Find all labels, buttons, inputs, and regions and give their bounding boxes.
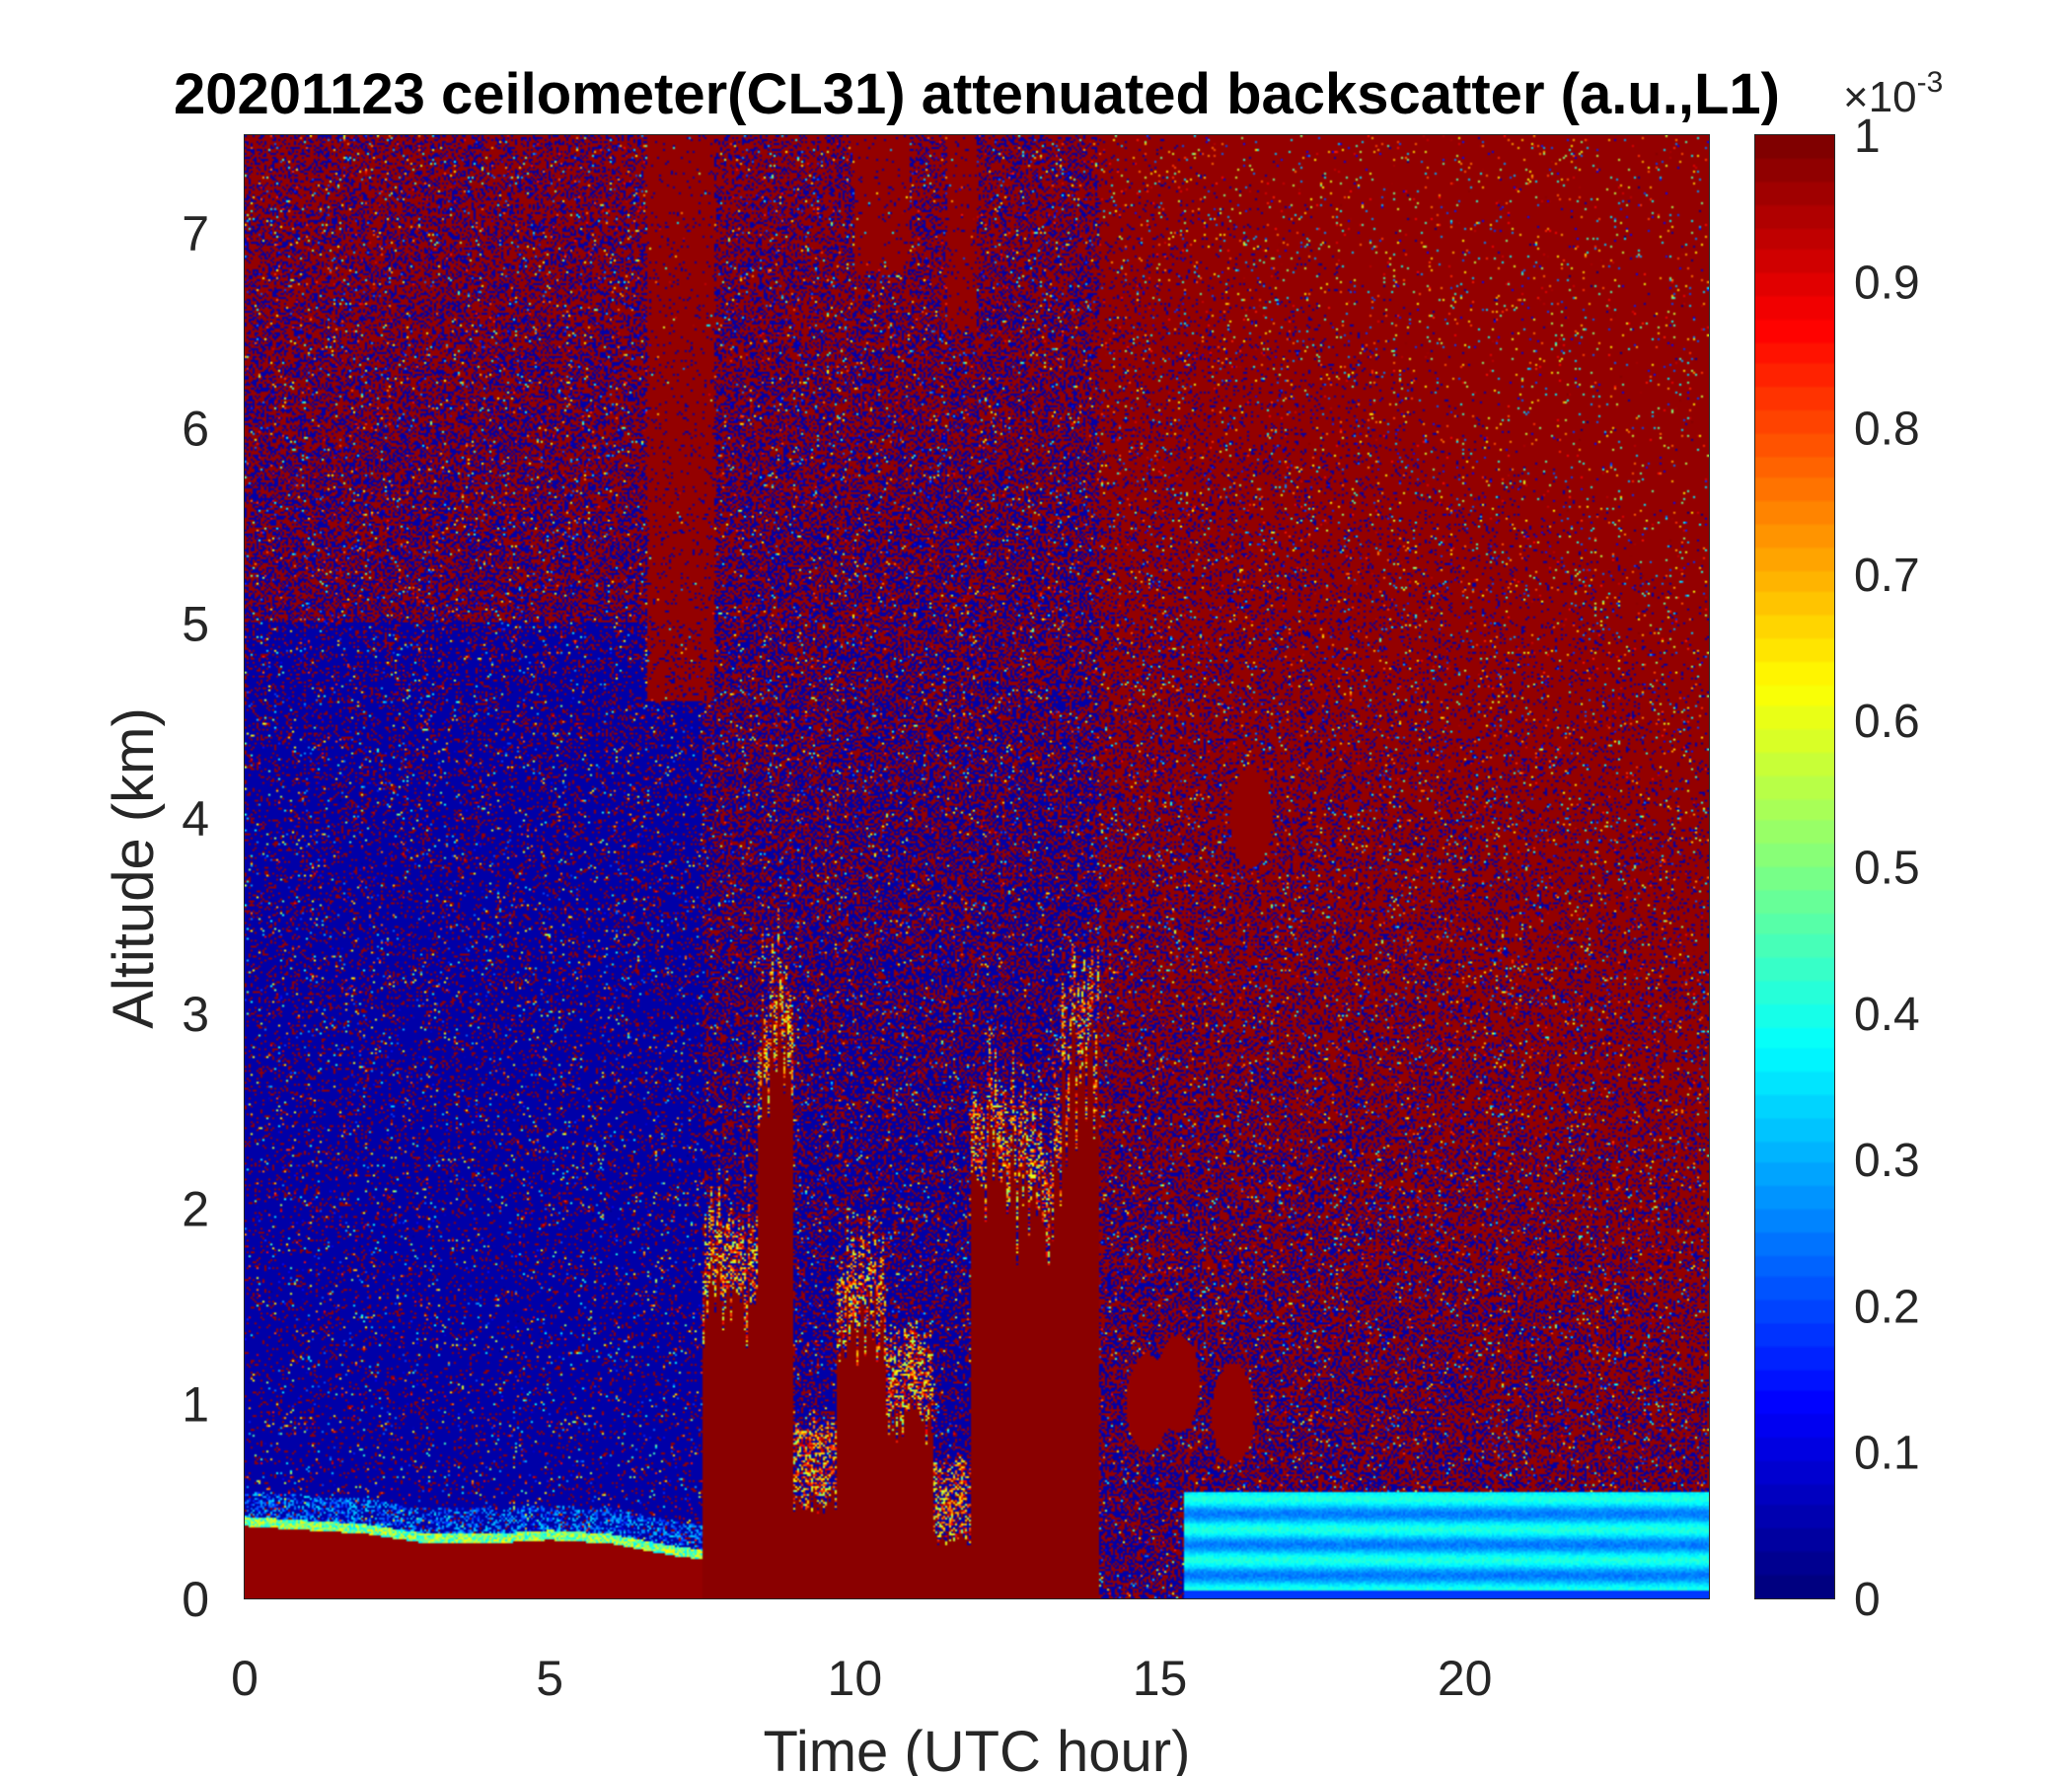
x-tick-label: 20 bbox=[1438, 1651, 1493, 1706]
backscatter-heatmap bbox=[245, 135, 1709, 1598]
colorbar-tick-label: 0.1 bbox=[1854, 1428, 1920, 1480]
y-tick-label: 3 bbox=[182, 987, 209, 1042]
chart-title: 20201123 ceilometer(CL31) attenuated bac… bbox=[174, 62, 1780, 126]
colorbar-tick-label: 0.3 bbox=[1854, 1135, 1920, 1187]
colorbar-multiplier: ×10-3 bbox=[1843, 66, 1943, 121]
x-tick-label: 15 bbox=[1133, 1651, 1188, 1706]
y-tick-label: 2 bbox=[182, 1182, 209, 1237]
y-tick-label: 4 bbox=[182, 791, 209, 847]
y-tick-label: 6 bbox=[182, 402, 209, 457]
colorbar-tick-label: 0.7 bbox=[1854, 550, 1920, 602]
colorbar-tick-label: 1 bbox=[1854, 111, 1881, 163]
colorbar-tick-label: 0 bbox=[1854, 1574, 1881, 1626]
x-tick-label: 10 bbox=[828, 1651, 883, 1706]
colorbar-multiplier-exponent: -3 bbox=[1917, 66, 1944, 99]
x-axis: 0 5 10 15 20 bbox=[231, 135, 1492, 1706]
y-tick-label: 5 bbox=[182, 596, 209, 651]
colorbar-tick-label: 0.6 bbox=[1854, 696, 1920, 748]
y-tick-label: 7 bbox=[182, 206, 209, 261]
colorbar-tick-label: 0.2 bbox=[1854, 1281, 1920, 1333]
x-axis-label: Time (UTC hour) bbox=[764, 1720, 1191, 1776]
x-tick-label: 5 bbox=[536, 1651, 563, 1706]
y-axis-label: Altitude (km) bbox=[102, 707, 166, 1029]
y-axis: 0 1 2 3 4 5 6 7 bbox=[182, 206, 1709, 1627]
y-tick-label: 1 bbox=[182, 1376, 209, 1432]
colorbar-tick-label: 0.8 bbox=[1854, 404, 1920, 456]
colorbar-tick-label: 0.4 bbox=[1854, 989, 1920, 1041]
colorbar-gradient bbox=[1755, 135, 1834, 1598]
colorbar-tick-label: 0.5 bbox=[1854, 843, 1920, 895]
x-tick-label: 0 bbox=[231, 1651, 259, 1706]
colorbar-multiplier-base: ×10 bbox=[1843, 73, 1917, 121]
y-tick-label: 0 bbox=[182, 1572, 209, 1627]
colorbar-tick-label: 0.9 bbox=[1854, 257, 1920, 309]
